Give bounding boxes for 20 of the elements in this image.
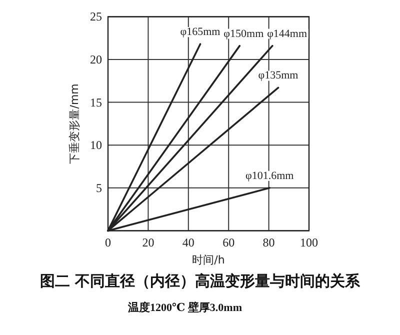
y-tick-label: 20 [90, 52, 102, 66]
x-tick-label: 60 [222, 236, 235, 250]
series-label: φ150mm [224, 28, 264, 40]
x-tick-label: 40 [182, 236, 194, 250]
series-label: φ101.6mm [245, 170, 294, 182]
x-tick-label: 20 [142, 236, 154, 250]
x-axis-title: 时间/h [192, 254, 225, 267]
x-tick-label: 100 [300, 236, 318, 250]
x-tick-label: 80 [262, 236, 275, 250]
x-tick-label: 0 [105, 236, 111, 250]
y-tick-label: 5 [96, 180, 102, 195]
y-tick-label: 25 [90, 10, 102, 24]
series-label: φ135mm [258, 70, 299, 82]
y-tick-label: 15 [90, 95, 102, 110]
y-axis-title: 下垂变形量/mm [68, 84, 81, 164]
text: 温度1200℃ 壁厚3.0mm [126, 301, 242, 314]
y-tick-label: 10 [90, 138, 102, 152]
text: 图二 不同直径（内径）高温变形量与时间的关系 [40, 272, 362, 290]
series-label: φ144mm [267, 28, 308, 40]
series-label: φ165mm [180, 26, 221, 38]
